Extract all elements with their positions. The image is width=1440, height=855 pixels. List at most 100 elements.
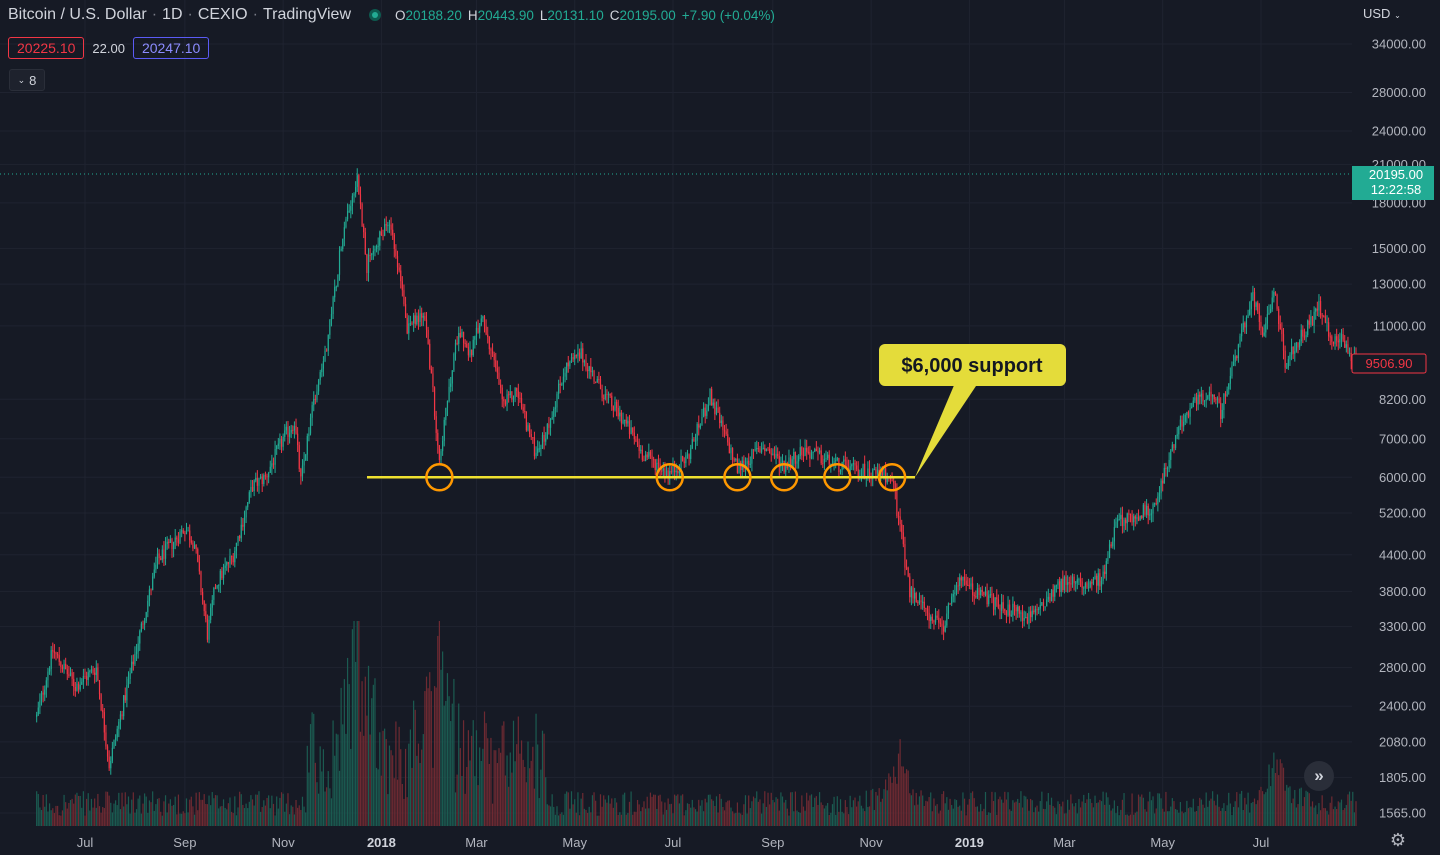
candle-body [398, 267, 400, 271]
candle-body [706, 410, 708, 416]
volume-bar [1078, 799, 1080, 826]
support-touch-circle[interactable] [823, 463, 852, 492]
volume-bar [1337, 801, 1339, 826]
volume-bar [656, 808, 658, 826]
currency-select[interactable]: USD ⌄ [1363, 6, 1401, 21]
support-touch-circle[interactable] [655, 463, 685, 492]
support-touch-circle[interactable] [769, 463, 799, 492]
candle-body [485, 326, 487, 335]
volume-bar [749, 808, 751, 826]
candle-body [53, 651, 55, 653]
candle-body [482, 316, 484, 319]
time-scale[interactable]: Jul Sep Nov 2018 Mar May Jul Sep Nov 2019 Mar May Ju… [77, 835, 1270, 850]
volume-bar [532, 746, 534, 826]
volume-bar [572, 804, 574, 826]
candle-body [530, 433, 532, 438]
volume-bar [991, 791, 993, 826]
candle-body [1326, 322, 1328, 324]
volume-bar [361, 681, 363, 826]
volume-bar [673, 794, 676, 826]
ask-price-button[interactable]: 20247.10 [132, 37, 210, 59]
volume-bar [876, 795, 879, 826]
candle-body [1150, 513, 1153, 515]
volume-bar [401, 783, 403, 826]
candle-body [169, 539, 171, 543]
indicators-count: 8 [29, 72, 37, 88]
candle-body [1178, 426, 1180, 435]
candle-body [222, 567, 225, 579]
candle-body [1236, 356, 1238, 359]
market-status-icon[interactable] [369, 9, 381, 21]
candle-body [94, 672, 96, 675]
volume-bar [76, 792, 78, 826]
candle-body [322, 361, 325, 369]
interval-label[interactable]: 1D [162, 6, 183, 23]
candle-body [644, 454, 647, 462]
candle-body [1078, 579, 1080, 581]
volume-bar [619, 812, 621, 826]
volume-bar [1025, 796, 1027, 826]
candle-body [849, 466, 851, 474]
volume-bar [266, 797, 268, 826]
candle-body [617, 407, 619, 417]
volume-bar [1026, 799, 1028, 826]
candle-body [951, 596, 953, 604]
candle-body [701, 416, 703, 426]
bid-price-button[interactable]: 20225.10 [8, 37, 85, 59]
open-value: 20188.20 [405, 7, 462, 23]
candle-body [495, 360, 497, 369]
candle-body [1218, 398, 1220, 403]
candle-body [1313, 311, 1315, 326]
volume-bar [363, 735, 365, 826]
volume-bar [1013, 802, 1016, 826]
candle-body [98, 680, 101, 695]
candle-body [665, 470, 668, 476]
volume-bar [778, 810, 780, 826]
support-touch-circle[interactable] [877, 463, 907, 492]
candle-body [938, 617, 940, 623]
volume-bar [654, 794, 656, 826]
volume-bar [1087, 792, 1090, 826]
support-touch-circle[interactable] [723, 463, 752, 492]
candle-body [1224, 394, 1227, 397]
candle-body [693, 439, 695, 441]
indicators-toggle-button[interactable]: ⌄ 8 [9, 69, 45, 91]
volume-bar [390, 750, 392, 826]
volume-bar [160, 811, 162, 826]
volume-bar [606, 802, 608, 826]
volume-bar [952, 808, 954, 826]
volume-bar [1089, 798, 1091, 826]
volume-bar [577, 792, 579, 826]
volume-bar [1282, 767, 1285, 826]
volume-bar [1015, 801, 1017, 826]
scroll-to-realtime-button[interactable]: » [1304, 761, 1334, 791]
candle-body [58, 655, 60, 662]
support-line-drawing[interactable] [367, 463, 915, 492]
support-touch-circle[interactable] [425, 463, 454, 492]
candle-body [1210, 391, 1212, 397]
support-callout[interactable]: $6,000 support [879, 344, 1066, 478]
volume-bar [809, 795, 811, 826]
candle-body [74, 686, 76, 691]
candle-body [440, 451, 442, 460]
ohlc-values: O20188.20 H20443.90 L20131.10 C20195.00 … [395, 8, 775, 23]
price-scale[interactable]: 34000.0028000.0024000.0021000.0018000.00… [1372, 37, 1426, 821]
volume-bar [556, 806, 558, 826]
volume-bar [1187, 808, 1190, 826]
candle-body [654, 459, 656, 471]
spread-value: 22.00 [92, 40, 125, 56]
candle-body [733, 459, 735, 461]
candle-body [498, 372, 500, 385]
volume-bar [495, 750, 497, 826]
candle-body [752, 449, 755, 451]
volume-bar [928, 797, 930, 826]
candle-body [264, 475, 267, 477]
volume-bar [86, 798, 88, 826]
volume-bar [250, 795, 252, 826]
volume-bar [280, 792, 283, 826]
gear-icon[interactable]: ⚙ [1389, 829, 1407, 850]
candle-body [36, 714, 38, 717]
candle-body [601, 388, 603, 398]
symbol-name[interactable]: Bitcoin / U.S. Dollar [8, 6, 147, 23]
